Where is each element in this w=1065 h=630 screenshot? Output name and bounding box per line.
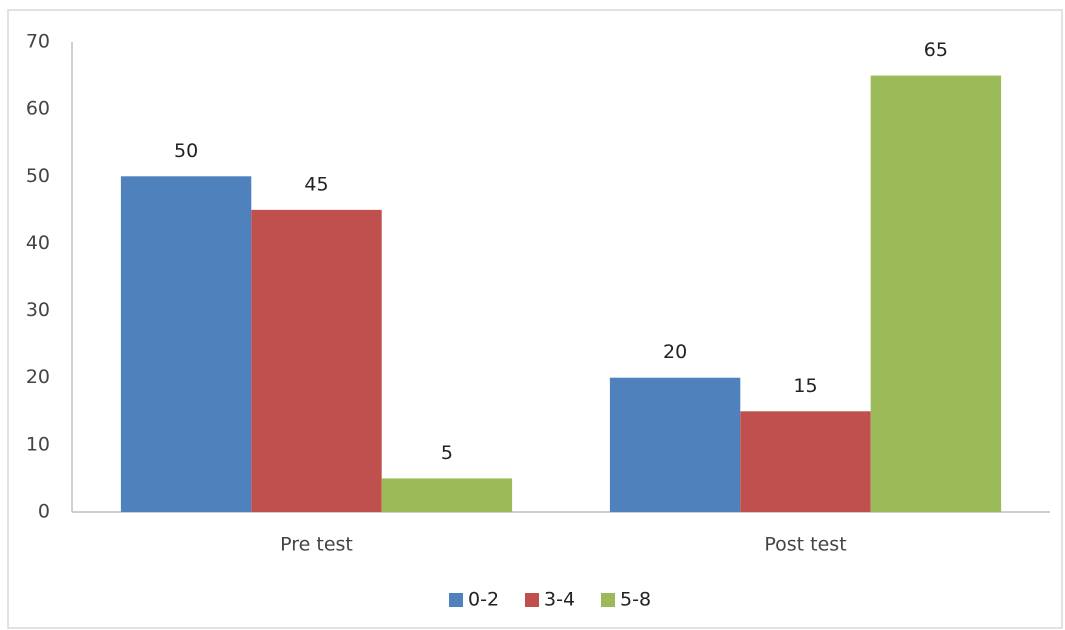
data-label: 45	[304, 173, 328, 195]
y-tick-label: 70	[26, 31, 50, 53]
y-tick-label: 60	[26, 98, 50, 120]
legend-swatch	[525, 593, 539, 607]
y-tick-label: 0	[38, 501, 50, 523]
bar	[740, 411, 871, 512]
legend-label: 3-4	[544, 589, 575, 611]
legend-swatch	[449, 593, 463, 607]
legend-label: 5-8	[620, 589, 651, 611]
bar	[120, 176, 252, 513]
bar	[609, 377, 741, 512]
legend-swatch	[601, 593, 615, 607]
bar	[251, 209, 382, 512]
y-tick-label: 10	[26, 433, 50, 455]
y-tick-label: 30	[26, 299, 50, 321]
y-tick-label: 20	[26, 366, 50, 388]
legend-label: 0-2	[468, 589, 499, 611]
y-tick-label: 50	[26, 165, 50, 187]
x-tick-label: Post test	[764, 534, 846, 556]
data-label: 65	[924, 39, 948, 61]
bar	[870, 75, 1002, 513]
data-label: 15	[793, 375, 817, 397]
y-tick-label: 40	[26, 232, 50, 254]
data-label: 20	[663, 341, 687, 363]
x-tick-label: Pre test	[280, 534, 353, 556]
data-label: 5	[441, 442, 453, 464]
data-label: 50	[174, 140, 198, 162]
bar	[381, 478, 513, 512]
